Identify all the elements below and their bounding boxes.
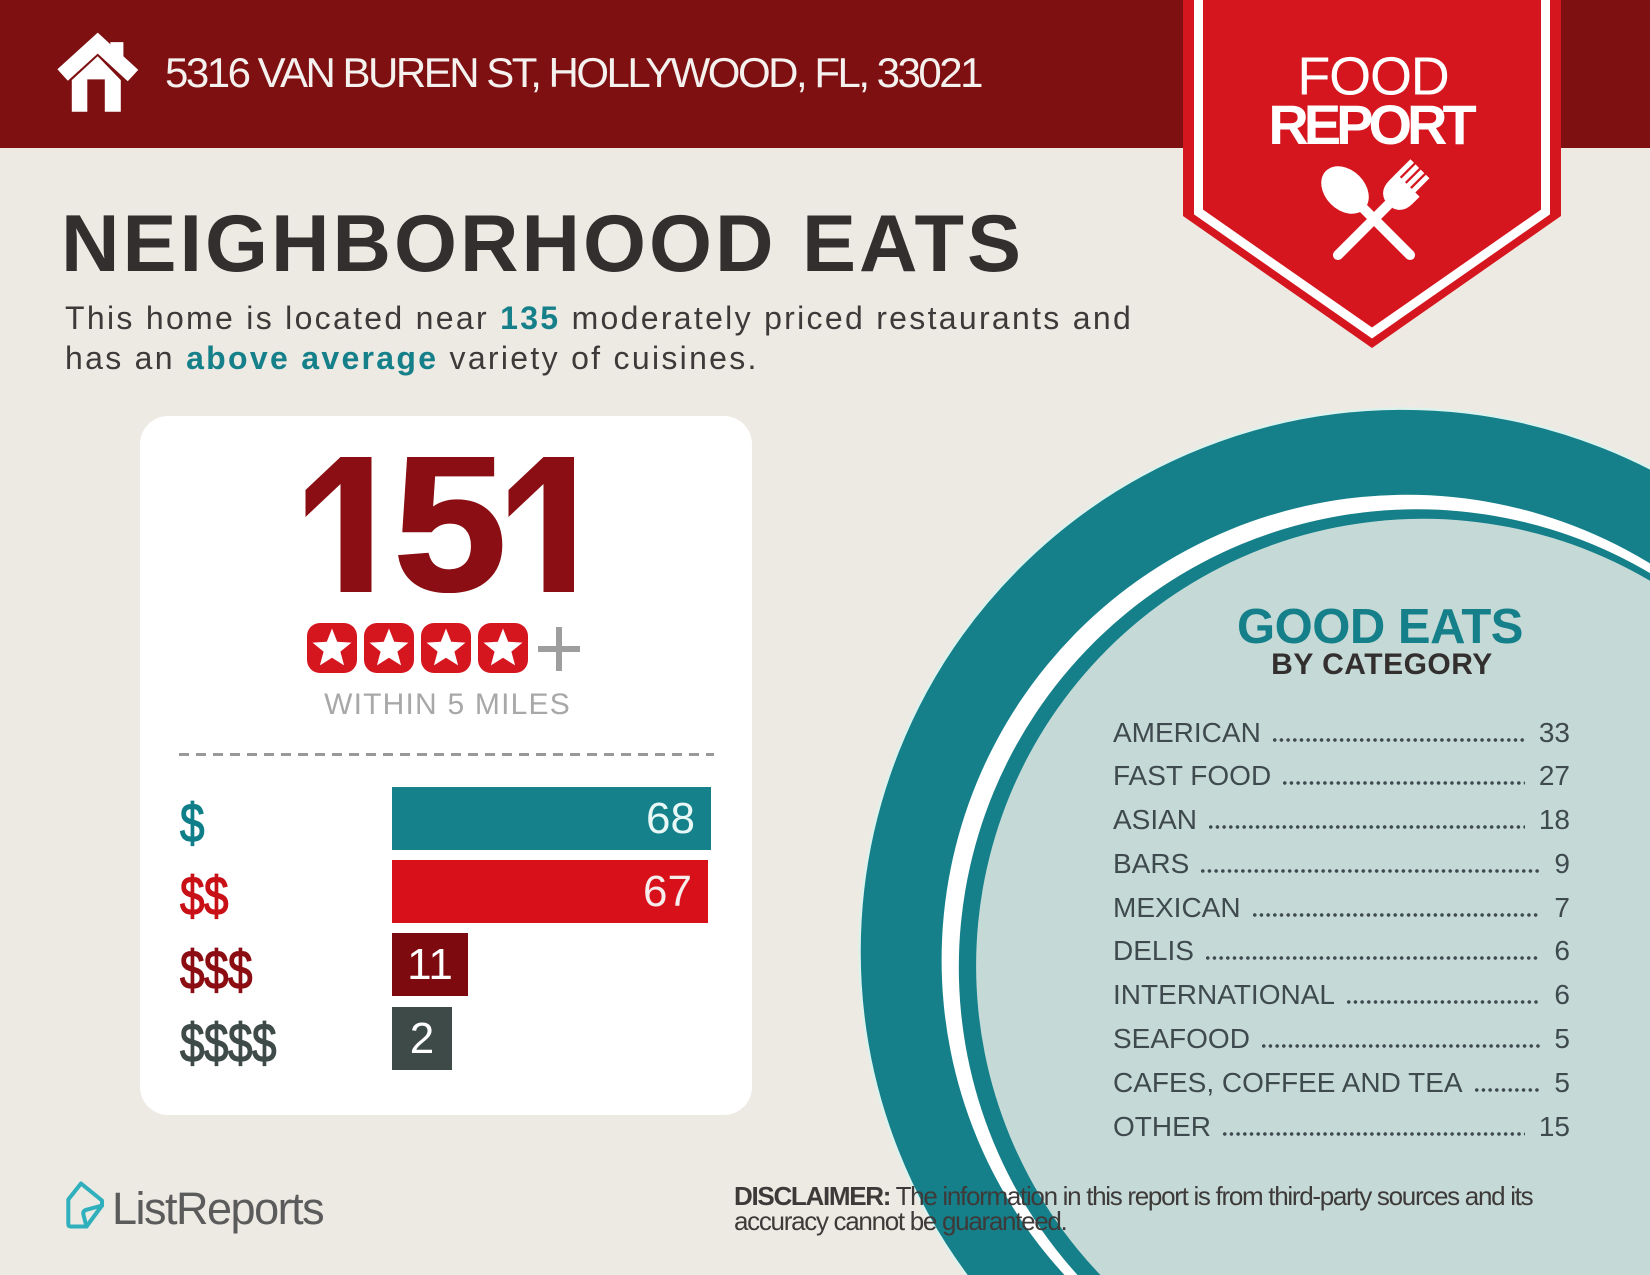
svg-text:5: 5 bbox=[393, 457, 506, 593]
svg-text:FOOD: FOOD bbox=[1297, 47, 1448, 107]
svg-text:REPORT: REPORT bbox=[1268, 93, 1476, 156]
